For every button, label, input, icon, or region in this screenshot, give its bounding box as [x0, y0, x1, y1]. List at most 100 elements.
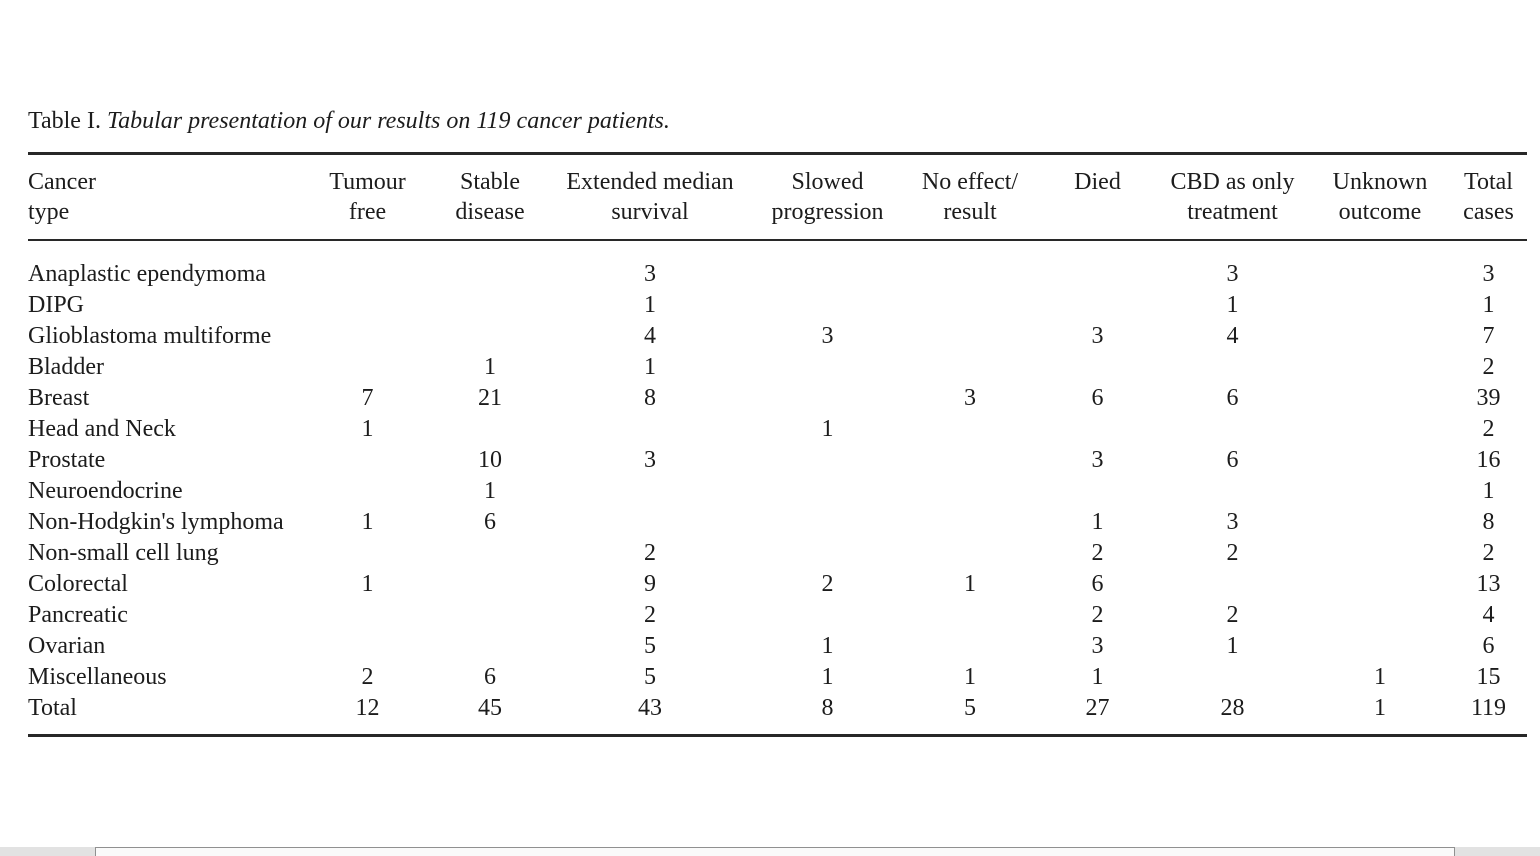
- column-header-slowed: Slowed progression: [771, 169, 884, 225]
- value-cell: 3: [1091, 633, 1104, 659]
- value-cell: 3: [644, 261, 656, 287]
- column-header-extended-median: Extended median survival: [566, 169, 734, 225]
- table-row: Breast 7 21 8 3 6 6 39: [28, 383, 1527, 414]
- value-cell: 2: [1091, 540, 1104, 566]
- value-cell: [900, 538, 1040, 569]
- value-cell: 2: [1482, 416, 1495, 442]
- value-cell: 8: [1482, 509, 1495, 535]
- cancer-type-cell: Miscellaneous: [28, 664, 167, 690]
- value-cell: 1: [821, 416, 834, 442]
- value-cell: 1: [1374, 695, 1386, 721]
- value-cell: [435, 569, 545, 600]
- value-cell: [755, 507, 900, 538]
- value-cell: [1310, 476, 1450, 507]
- table-row: Ovarian 5 1 3 1 6: [28, 631, 1527, 662]
- table-row: Total 12 45 43 8 5 27 28 1 119: [28, 693, 1527, 736]
- column-header-stable: Stable disease: [455, 169, 525, 225]
- table-row: Non-Hodgkin's lymphoma 1 6 1 3 8: [28, 507, 1527, 538]
- value-cell: 1: [821, 664, 834, 690]
- value-cell: [300, 538, 435, 569]
- table-row: Pancreatic 2 2 2 4: [28, 600, 1527, 631]
- value-cell: [755, 476, 900, 507]
- table-row: Miscellaneous 2 6 5 1 1 1 1 15: [28, 662, 1527, 693]
- value-cell: 4: [644, 323, 656, 349]
- column-header-no-effect: No effect/result: [921, 169, 1019, 225]
- value-cell: 1: [361, 509, 374, 535]
- value-cell: 3: [821, 323, 834, 349]
- value-cell: 43: [638, 695, 662, 721]
- value-cell: 15: [1476, 664, 1501, 690]
- cancer-type-cell: Bladder: [28, 354, 104, 380]
- value-cell: [1040, 414, 1155, 445]
- value-cell: 2: [361, 664, 374, 690]
- value-cell: 12: [355, 695, 380, 721]
- value-cell: 6: [1482, 633, 1495, 659]
- table-caption: Table I. Tabular presentation of our res…: [28, 106, 1540, 136]
- value-cell: [755, 383, 900, 414]
- value-cell: 4: [1482, 602, 1495, 628]
- value-cell: 2: [644, 602, 656, 628]
- value-cell: [300, 240, 435, 290]
- value-cell: 5: [964, 695, 976, 721]
- value-cell: [900, 321, 1040, 352]
- value-cell: 7: [361, 385, 374, 411]
- value-cell: [900, 600, 1040, 631]
- value-cell: 119: [1470, 695, 1507, 721]
- cancer-type-cell: Total: [28, 695, 77, 721]
- document-page: Table I. Tabular presentation of our res…: [0, 106, 1540, 737]
- value-cell: [900, 476, 1040, 507]
- value-cell: [1310, 240, 1450, 290]
- value-cell: [755, 538, 900, 569]
- value-cell: 2: [1482, 354, 1495, 380]
- value-cell: [1040, 352, 1155, 383]
- cancer-type-cell: Colorectal: [28, 571, 128, 597]
- table-caption-label: Table I.: [28, 108, 101, 134]
- column-header-tumour: Tumour free: [329, 169, 406, 225]
- value-cell: 1: [821, 633, 834, 659]
- value-cell: [1040, 476, 1155, 507]
- value-cell: 1: [1091, 664, 1104, 690]
- value-cell: 6: [1226, 385, 1239, 411]
- value-cell: [1040, 290, 1155, 321]
- bottom-strip: [0, 847, 1540, 856]
- value-cell: 10: [478, 447, 502, 473]
- value-cell: 6: [1091, 571, 1104, 597]
- value-cell: [1310, 290, 1450, 321]
- value-cell: [545, 414, 755, 445]
- value-cell: 39: [1476, 385, 1501, 411]
- table-row: Non-small cell lung 2 2 2 2: [28, 538, 1527, 569]
- table-row: Colorectal 1 9 2 1 6 13: [28, 569, 1527, 600]
- value-cell: 2: [1482, 540, 1495, 566]
- table-row: DIPG 1 1 1: [28, 290, 1527, 321]
- value-cell: [900, 290, 1040, 321]
- table-row: Head and Neck 1 1 2: [28, 414, 1527, 445]
- value-cell: 1: [1226, 292, 1239, 318]
- value-cell: 6: [1091, 385, 1104, 411]
- value-cell: [900, 414, 1040, 445]
- value-cell: 3: [1482, 261, 1495, 287]
- cancer-type-cell: Glioblastoma multiforme: [28, 323, 272, 349]
- value-cell: 1: [1482, 292, 1495, 318]
- value-cell: 1: [361, 416, 374, 442]
- value-cell: [755, 600, 900, 631]
- value-cell: [300, 476, 435, 507]
- value-cell: [900, 445, 1040, 476]
- cancer-type-cell: Non-Hodgkin's lymphoma: [28, 509, 284, 535]
- column-header-unknown: Unknown outcome: [1332, 169, 1428, 225]
- value-cell: [1310, 445, 1450, 476]
- value-cell: [300, 290, 435, 321]
- value-cell: 1: [964, 571, 976, 597]
- column-header-cbd-as-only: CBD as only treatment: [1170, 169, 1295, 225]
- value-cell: 3: [1091, 447, 1104, 473]
- value-cell: [545, 507, 755, 538]
- value-cell: [755, 445, 900, 476]
- value-cell: [755, 290, 900, 321]
- value-cell: 6: [484, 664, 496, 690]
- value-cell: 1: [644, 292, 656, 318]
- table-row: Anaplastic ependymoma 3 3 3: [28, 240, 1527, 290]
- column-header-cancer: Cancer type: [28, 169, 96, 225]
- value-cell: 3: [964, 385, 976, 411]
- value-cell: [755, 352, 900, 383]
- value-cell: [435, 538, 545, 569]
- cancer-type-cell: Breast: [28, 385, 90, 411]
